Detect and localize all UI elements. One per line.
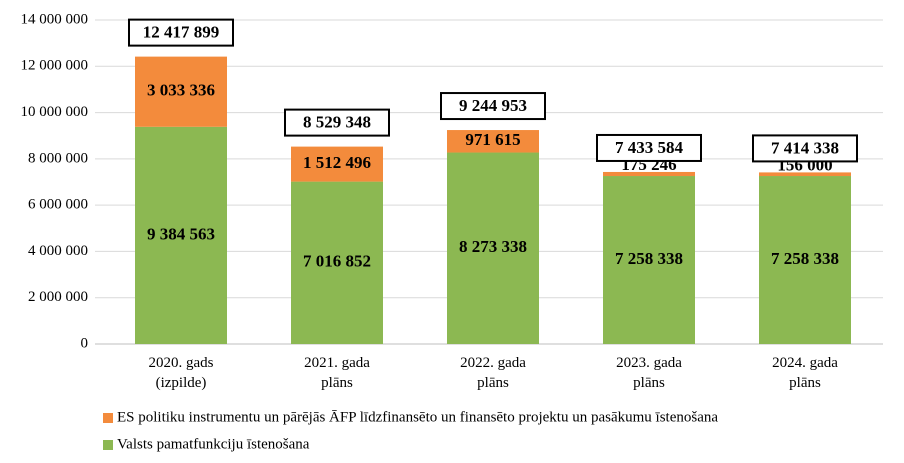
value-label: 1 512 496 [303, 153, 371, 172]
total-box [440, 92, 546, 121]
y-tick-label: 6 000 000 [28, 197, 88, 213]
total-label: 9 244 953 [459, 96, 527, 115]
total-label: 12 417 899 [143, 23, 220, 42]
x-tick-label: 2020. gads (izpilde) [149, 355, 214, 391]
total-box [596, 133, 702, 162]
x-tick-label: 2022. gada plāns [460, 355, 526, 391]
total-label: 7 414 338 [771, 138, 839, 157]
x-tick-label-line: 2024. gada [772, 355, 838, 371]
total-box [752, 134, 858, 163]
bar-segment [603, 176, 695, 344]
x-tick-label-line: plāns [633, 375, 665, 391]
bar-segment [603, 171, 695, 177]
total-label: 8 529 348 [303, 113, 371, 132]
value-label: 7 258 338 [615, 249, 683, 268]
value-label: 971 615 [465, 130, 520, 149]
legend-swatch [103, 413, 113, 423]
value-label: 3 033 336 [147, 81, 215, 100]
total-label: 7 433 584 [615, 138, 684, 157]
x-tick-label: 2024. gada plāns [772, 355, 838, 391]
bar-segment [759, 176, 851, 344]
x-tick-label-line: plāns [789, 375, 821, 391]
value-label: 9 384 563 [147, 224, 215, 243]
bar-segment [135, 56, 227, 127]
bar-segment [759, 172, 851, 177]
x-tick-label-line: 2021. gada [304, 355, 370, 371]
y-tick-label: 8 000 000 [28, 150, 88, 166]
y-tick-label: 2 000 000 [28, 289, 88, 305]
legend-label: Valsts pamatfunkciju īstenošana [117, 436, 310, 452]
bar-segment [447, 130, 539, 153]
bar-segment [135, 126, 227, 345]
x-tick-label-line: plāns [477, 375, 509, 391]
total-box [128, 18, 234, 47]
value-label: 7 258 338 [771, 249, 839, 268]
legend-label: ES politiku instrumentu un pārējās ĀFP l… [117, 409, 718, 425]
y-tick-label: 4 000 000 [28, 243, 88, 259]
x-tick-label-line: 2023. gada [616, 355, 682, 371]
y-tick-label: 14 000 000 [21, 11, 89, 27]
y-tick-label: 12 000 000 [21, 58, 89, 74]
bar-segment [291, 181, 383, 344]
x-tick-label-line: plāns [321, 375, 353, 391]
x-tick-label-line: 2022. gada [460, 355, 526, 371]
x-tick-label: 2021. gada plāns [304, 355, 370, 391]
x-tick-label-line: 2020. gads [149, 355, 214, 371]
value-label: 7 016 852 [303, 252, 371, 271]
value-label: 8 273 338 [459, 237, 527, 256]
bar-segment [291, 146, 383, 182]
x-tick-label-line: (izpilde) [156, 375, 207, 391]
x-tick-label: 2023. gada plāns [616, 355, 682, 391]
y-tick-label: 0 [81, 335, 89, 351]
y-tick-label: 10 000 000 [21, 104, 89, 120]
bar-segment [447, 152, 539, 344]
legend-swatch [103, 440, 113, 450]
total-box [284, 108, 390, 137]
